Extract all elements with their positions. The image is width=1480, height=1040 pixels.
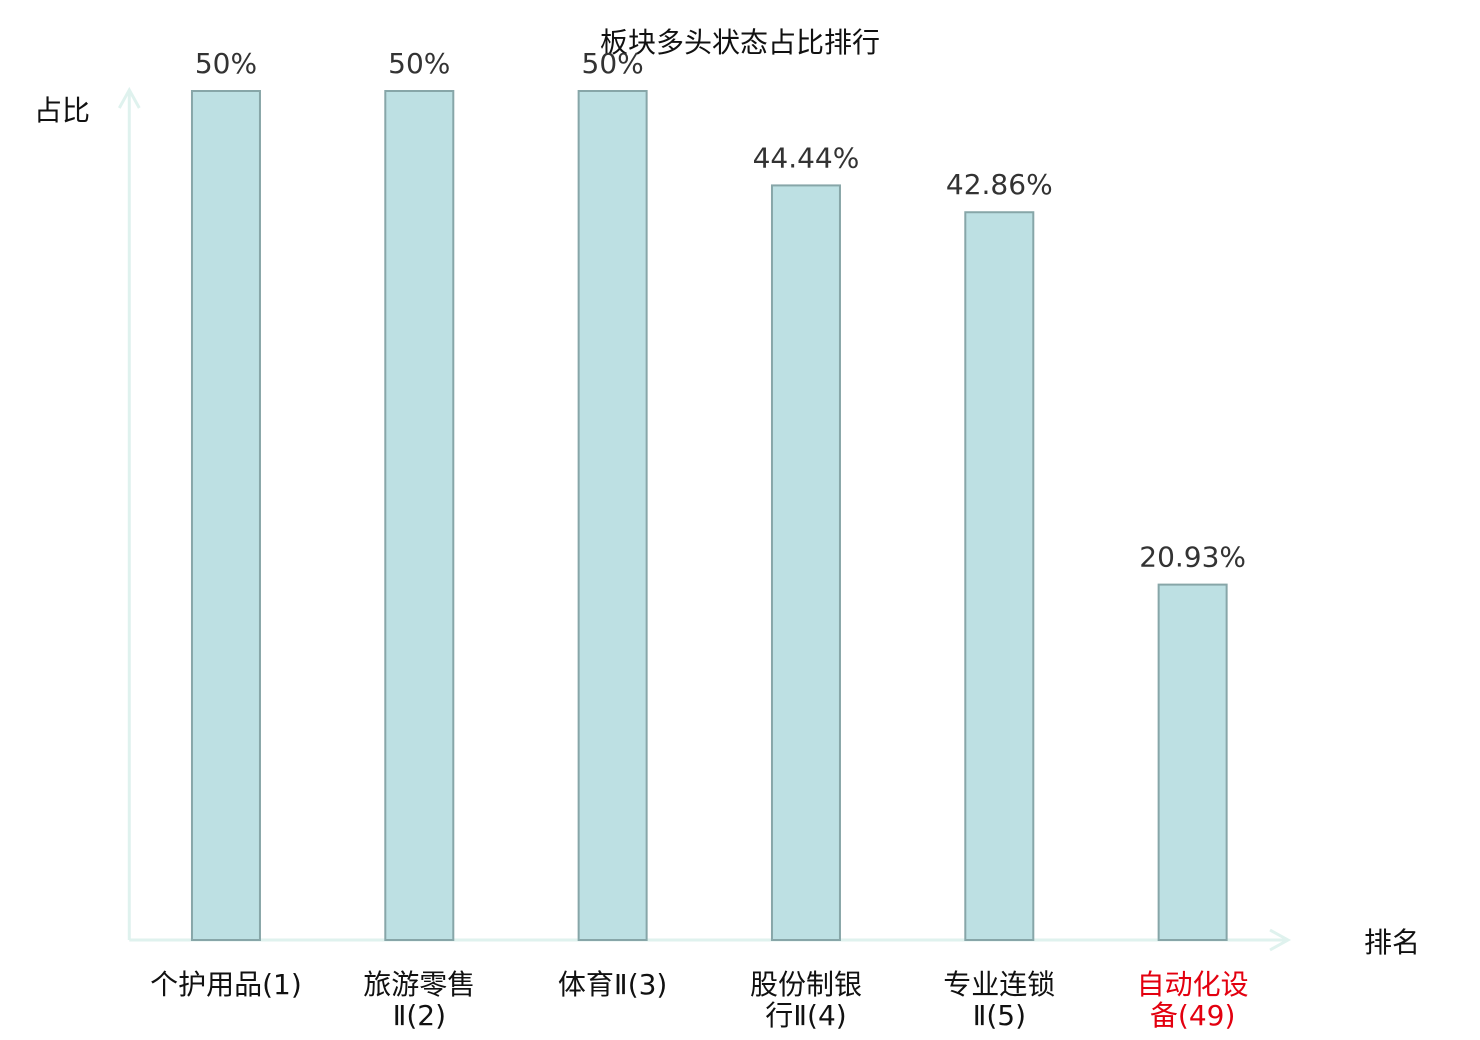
- value-label: 50%: [582, 47, 644, 80]
- x-axis-label: 排名: [1364, 926, 1420, 959]
- x-tick-label: 自动化设备(49): [1137, 968, 1249, 1032]
- x-tick-label: 专业连锁 Ⅱ(5): [943, 968, 1055, 1032]
- x-tick-label: 股份制银行Ⅱ(4): [750, 968, 862, 1032]
- x-tick-label: 旅游零售 Ⅱ(2): [363, 968, 475, 1032]
- bar: [770, 184, 841, 941]
- y-axis-arrow: [117, 86, 141, 109]
- x-tick-label: 体育Ⅱ(3): [558, 968, 667, 1001]
- value-label: 50%: [195, 47, 257, 80]
- y-axis-label: 占比: [34, 94, 90, 127]
- chart-title: 板块多头状态占比排行: [600, 26, 880, 59]
- value-label: 42.86%: [946, 168, 1053, 201]
- value-label: 50%: [388, 47, 450, 80]
- bar: [1157, 583, 1228, 941]
- bar: [964, 211, 1035, 942]
- value-label: 20.93%: [1139, 541, 1246, 574]
- bar: [384, 90, 455, 941]
- bar: [577, 90, 648, 941]
- x-axis-arrow: [1269, 928, 1292, 952]
- value-label: 44.44%: [753, 141, 860, 174]
- bar: [190, 90, 261, 941]
- x-tick-label: 个护用品(1): [150, 968, 302, 1001]
